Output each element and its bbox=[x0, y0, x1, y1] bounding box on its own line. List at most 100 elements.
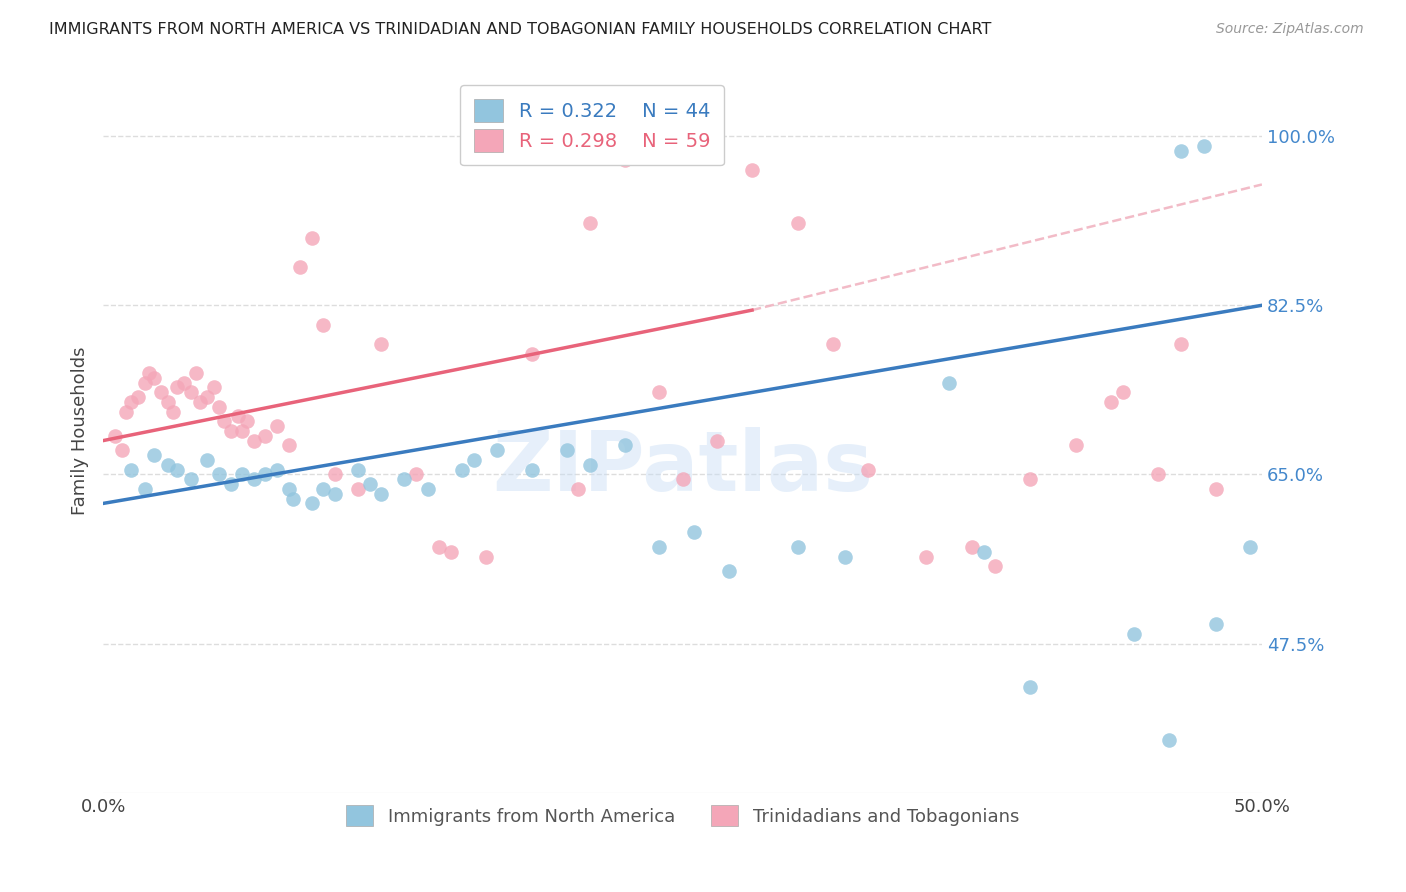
Point bbox=[162, 404, 184, 418]
Point bbox=[856, 462, 879, 476]
Point bbox=[648, 540, 671, 554]
Point bbox=[157, 458, 180, 472]
Point bbox=[1159, 733, 1181, 747]
Point bbox=[202, 380, 225, 394]
Point bbox=[1170, 337, 1192, 351]
Point bbox=[463, 453, 485, 467]
Point bbox=[787, 216, 810, 230]
Point bbox=[323, 487, 346, 501]
Point bbox=[578, 458, 600, 472]
Y-axis label: Family Households: Family Households bbox=[72, 347, 89, 516]
Legend: Immigrants from North America, Trinidadians and Tobagonians: Immigrants from North America, Trinidadi… bbox=[337, 797, 1028, 835]
Point bbox=[312, 482, 335, 496]
Point bbox=[1123, 627, 1146, 641]
Point bbox=[312, 318, 335, 332]
Point bbox=[212, 414, 235, 428]
Point bbox=[1205, 617, 1227, 632]
Point bbox=[1170, 144, 1192, 158]
Point bbox=[938, 376, 960, 390]
Point bbox=[359, 477, 381, 491]
Point bbox=[134, 376, 156, 390]
Text: IMMIGRANTS FROM NORTH AMERICA VS TRINIDADIAN AND TOBAGONIAN FAMILY HOUSEHOLDS CO: IMMIGRANTS FROM NORTH AMERICA VS TRINIDA… bbox=[49, 22, 991, 37]
Point bbox=[440, 545, 463, 559]
Point bbox=[520, 346, 543, 360]
Point bbox=[613, 438, 636, 452]
Point bbox=[226, 409, 249, 424]
Point bbox=[173, 376, 195, 390]
Point bbox=[283, 491, 305, 506]
Point bbox=[231, 467, 253, 482]
Point bbox=[120, 395, 142, 409]
Point bbox=[671, 472, 693, 486]
Point bbox=[683, 525, 706, 540]
Point bbox=[427, 540, 450, 554]
Point bbox=[717, 564, 740, 578]
Point bbox=[648, 385, 671, 400]
Point bbox=[157, 395, 180, 409]
Point bbox=[555, 443, 578, 458]
Point bbox=[787, 540, 810, 554]
Point bbox=[567, 482, 589, 496]
Point bbox=[1066, 438, 1088, 452]
Point bbox=[1019, 472, 1042, 486]
Point bbox=[266, 462, 288, 476]
Point bbox=[347, 482, 370, 496]
Point bbox=[1205, 482, 1227, 496]
Point bbox=[1112, 385, 1135, 400]
Point bbox=[190, 395, 212, 409]
Point bbox=[197, 453, 219, 467]
Point bbox=[138, 366, 160, 380]
Point bbox=[150, 385, 173, 400]
Point bbox=[277, 482, 299, 496]
Point bbox=[197, 390, 219, 404]
Point bbox=[104, 429, 127, 443]
Point bbox=[741, 163, 763, 178]
Point bbox=[242, 434, 264, 448]
Point bbox=[111, 443, 134, 458]
Point bbox=[219, 424, 242, 438]
Point bbox=[984, 559, 1007, 574]
Point bbox=[301, 230, 323, 244]
Point bbox=[474, 549, 496, 564]
Point bbox=[451, 462, 474, 476]
Point bbox=[208, 400, 231, 414]
Point bbox=[520, 462, 543, 476]
Point bbox=[915, 549, 938, 564]
Point bbox=[208, 467, 231, 482]
Point bbox=[277, 438, 299, 452]
Point bbox=[134, 482, 156, 496]
Point bbox=[266, 419, 288, 434]
Point bbox=[706, 434, 728, 448]
Point bbox=[254, 429, 277, 443]
Point bbox=[370, 487, 392, 501]
Point bbox=[578, 216, 600, 230]
Point bbox=[960, 540, 983, 554]
Text: Source: ZipAtlas.com: Source: ZipAtlas.com bbox=[1216, 22, 1364, 37]
Point bbox=[180, 472, 202, 486]
Point bbox=[184, 366, 207, 380]
Point bbox=[115, 404, 138, 418]
Point bbox=[166, 380, 188, 394]
Point bbox=[486, 443, 509, 458]
Point bbox=[254, 467, 277, 482]
Point bbox=[143, 448, 166, 462]
Point bbox=[823, 337, 845, 351]
Point bbox=[1239, 540, 1261, 554]
Point bbox=[180, 385, 202, 400]
Text: ZIPatlas: ZIPatlas bbox=[492, 426, 873, 508]
Point bbox=[405, 467, 427, 482]
Point bbox=[323, 467, 346, 482]
Point bbox=[127, 390, 149, 404]
Point bbox=[219, 477, 242, 491]
Point bbox=[370, 337, 392, 351]
Point bbox=[231, 424, 253, 438]
Point bbox=[1019, 680, 1042, 694]
Point bbox=[242, 472, 264, 486]
Point bbox=[143, 371, 166, 385]
Point bbox=[613, 153, 636, 168]
Point bbox=[394, 472, 416, 486]
Point bbox=[416, 482, 439, 496]
Point bbox=[120, 462, 142, 476]
Point bbox=[834, 549, 856, 564]
Point bbox=[166, 462, 188, 476]
